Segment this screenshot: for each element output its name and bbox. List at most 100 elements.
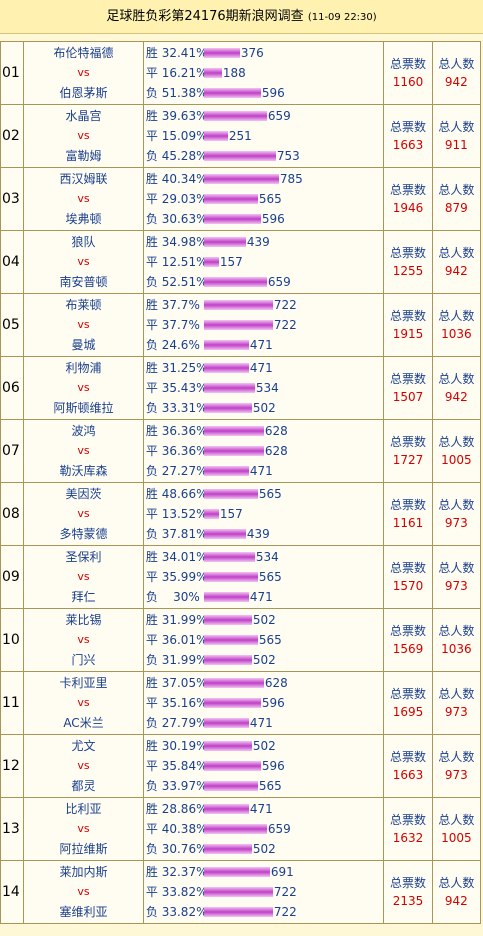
vote-distribution: 胜 48.66% 565 平 13.52% 157 负 37.81% 439	[142, 482, 385, 546]
total-votes-cell: 总票数 1161	[383, 482, 433, 546]
total-people-value: 942	[444, 75, 468, 89]
odds-loss-bar	[203, 466, 249, 476]
table-row: 08 美因茨 vs 多特蒙德 胜 48.66% 565 平 13.52% 157…	[0, 482, 482, 546]
table-row: 11 卡利亚里 vs AC米兰 胜 37.05% 628 平 35.16% 59…	[0, 671, 482, 735]
total-votes-value: 1727	[392, 453, 424, 467]
home-team[interactable]: 水晶宫	[65, 109, 102, 123]
match-number: 14	[0, 860, 25, 924]
odds-draw-bar	[203, 887, 273, 897]
vote-distribution: 胜 31.25% 471 平 35.43% 534 负 33.31% 502	[142, 356, 385, 420]
home-team[interactable]: 比利亚	[65, 802, 102, 816]
odds-loss-count: 502	[252, 842, 276, 856]
odds-loss-count: 471	[249, 716, 273, 730]
vote-distribution: 胜 34.01% 534 平 35.99% 565 负 30% 471	[142, 545, 385, 609]
total-votes-label: 总票数	[390, 624, 427, 638]
odds-draw-count: 628	[264, 444, 288, 458]
away-team[interactable]: 富勒姆	[65, 149, 102, 163]
home-team[interactable]: 布莱顿	[65, 298, 102, 312]
odds-draw-bar	[203, 635, 258, 645]
away-team[interactable]: 都灵	[71, 779, 96, 793]
odds-win-pct: 34.98%	[161, 235, 208, 249]
away-team[interactable]: 门兴	[71, 653, 96, 667]
match-number: 10	[0, 608, 25, 672]
away-team[interactable]: 伯恩茅斯	[59, 86, 108, 100]
table-row: 10 莱比锡 vs 门兴 胜 31.99% 502 平 36.01% 565 负…	[0, 608, 482, 672]
odds-draw-count: 596	[261, 696, 285, 710]
home-team[interactable]: 圣保利	[65, 550, 102, 564]
odds-win-label: 胜	[145, 109, 158, 123]
home-team[interactable]: 莱比锡	[65, 613, 102, 627]
odds-win-bar	[203, 552, 255, 562]
odds-win-label: 胜	[145, 613, 158, 627]
vote-distribution: 胜 32.41% 376 平 16.21% 188 负 51.38% 596	[142, 41, 385, 105]
odds-draw: 平 35.43% 534	[146, 378, 384, 398]
odds-loss: 负 52.51% 659	[146, 272, 384, 292]
odds-loss-count: 596	[261, 86, 285, 100]
odds-win-pct: 32.41%	[161, 46, 208, 60]
odds-loss: 负 30% 471	[146, 587, 384, 607]
away-team[interactable]: 阿斯顿维拉	[53, 401, 114, 415]
odds-loss-label: 负	[145, 86, 158, 100]
odds-win-count: 565	[258, 487, 282, 501]
away-team[interactable]: 曼城	[71, 338, 96, 352]
match-teams: 布伦特福德 vs 伯恩茅斯	[23, 41, 144, 105]
home-team[interactable]: 布伦特福德	[53, 46, 114, 60]
vs-label: vs	[77, 570, 90, 583]
odds-draw: 平 36.01% 565	[146, 630, 384, 650]
away-team[interactable]: 南安普顿	[59, 275, 108, 289]
odds-loss-label: 负	[145, 149, 158, 163]
away-team[interactable]: 阿拉维斯	[59, 842, 108, 856]
total-votes-label: 总票数	[390, 876, 427, 890]
total-people-cell: 总人数 942	[431, 860, 482, 924]
total-votes-value: 1632	[392, 831, 424, 845]
away-team[interactable]: AC米兰	[63, 716, 104, 730]
total-people-value: 973	[444, 705, 468, 719]
odds-win-bar	[203, 804, 249, 814]
odds-win-label: 胜	[145, 172, 158, 186]
total-votes-cell: 总票数 2135	[383, 860, 433, 924]
vs-label: vs	[77, 444, 90, 457]
match-number: 03	[0, 167, 25, 231]
home-team[interactable]: 狼队	[71, 235, 96, 249]
total-people-label: 总人数	[438, 246, 475, 260]
odds-draw-label: 平	[145, 66, 158, 80]
odds-win: 胜 32.41% 376	[146, 43, 384, 63]
total-votes-cell: 总票数 1946	[383, 167, 433, 231]
odds-draw-pct: 12.51%	[161, 255, 208, 269]
match-teams: 卡利亚里 vs AC米兰	[23, 671, 144, 735]
away-team[interactable]: 勒沃库森	[59, 464, 108, 478]
home-team[interactable]: 美因茨	[65, 487, 102, 501]
home-team[interactable]: 莱加内斯	[59, 865, 108, 879]
total-votes-label: 总票数	[390, 183, 427, 197]
odds-draw-count: 722	[273, 885, 297, 899]
total-people-value: 973	[444, 516, 468, 530]
away-team[interactable]: 塞维利亚	[59, 905, 108, 919]
odds-loss-count: 659	[267, 275, 291, 289]
odds-draw-label: 平	[145, 507, 158, 521]
total-votes-cell: 总票数 1632	[383, 797, 433, 861]
total-votes-label: 总票数	[390, 687, 427, 701]
total-votes-cell: 总票数 1569	[383, 608, 433, 672]
total-people-cell: 总人数 973	[431, 734, 482, 798]
home-team[interactable]: 卡利亚里	[59, 676, 108, 690]
odds-loss-pct: 51.38%	[161, 86, 208, 100]
home-team[interactable]: 西汉姆联	[59, 172, 108, 186]
home-team[interactable]: 利物浦	[65, 361, 102, 375]
home-team[interactable]: 波鸿	[71, 424, 96, 438]
total-votes-value: 1663	[392, 138, 424, 152]
odds-draw-bar	[203, 257, 219, 267]
odds-loss-pct: 45.28%	[161, 149, 208, 163]
away-team[interactable]: 拜仁	[71, 590, 96, 604]
odds-win-label: 胜	[145, 865, 158, 879]
away-team[interactable]: 多特蒙德	[59, 527, 108, 541]
odds-loss: 负 33.97% 565	[146, 776, 384, 796]
odds-loss-pct: 27.27%	[161, 464, 208, 478]
odds-win-label: 胜	[145, 676, 158, 690]
total-votes-value: 1570	[392, 579, 424, 593]
survey-table: 01 布伦特福德 vs 伯恩茅斯 胜 32.41% 376 平 16.21% 1…	[0, 41, 482, 924]
odds-loss-label: 负	[145, 716, 158, 730]
home-team[interactable]: 尤文	[71, 739, 96, 753]
total-people-label: 总人数	[438, 183, 475, 197]
odds-loss: 负 27.27% 471	[146, 461, 384, 481]
away-team[interactable]: 埃弗顿	[65, 212, 102, 226]
